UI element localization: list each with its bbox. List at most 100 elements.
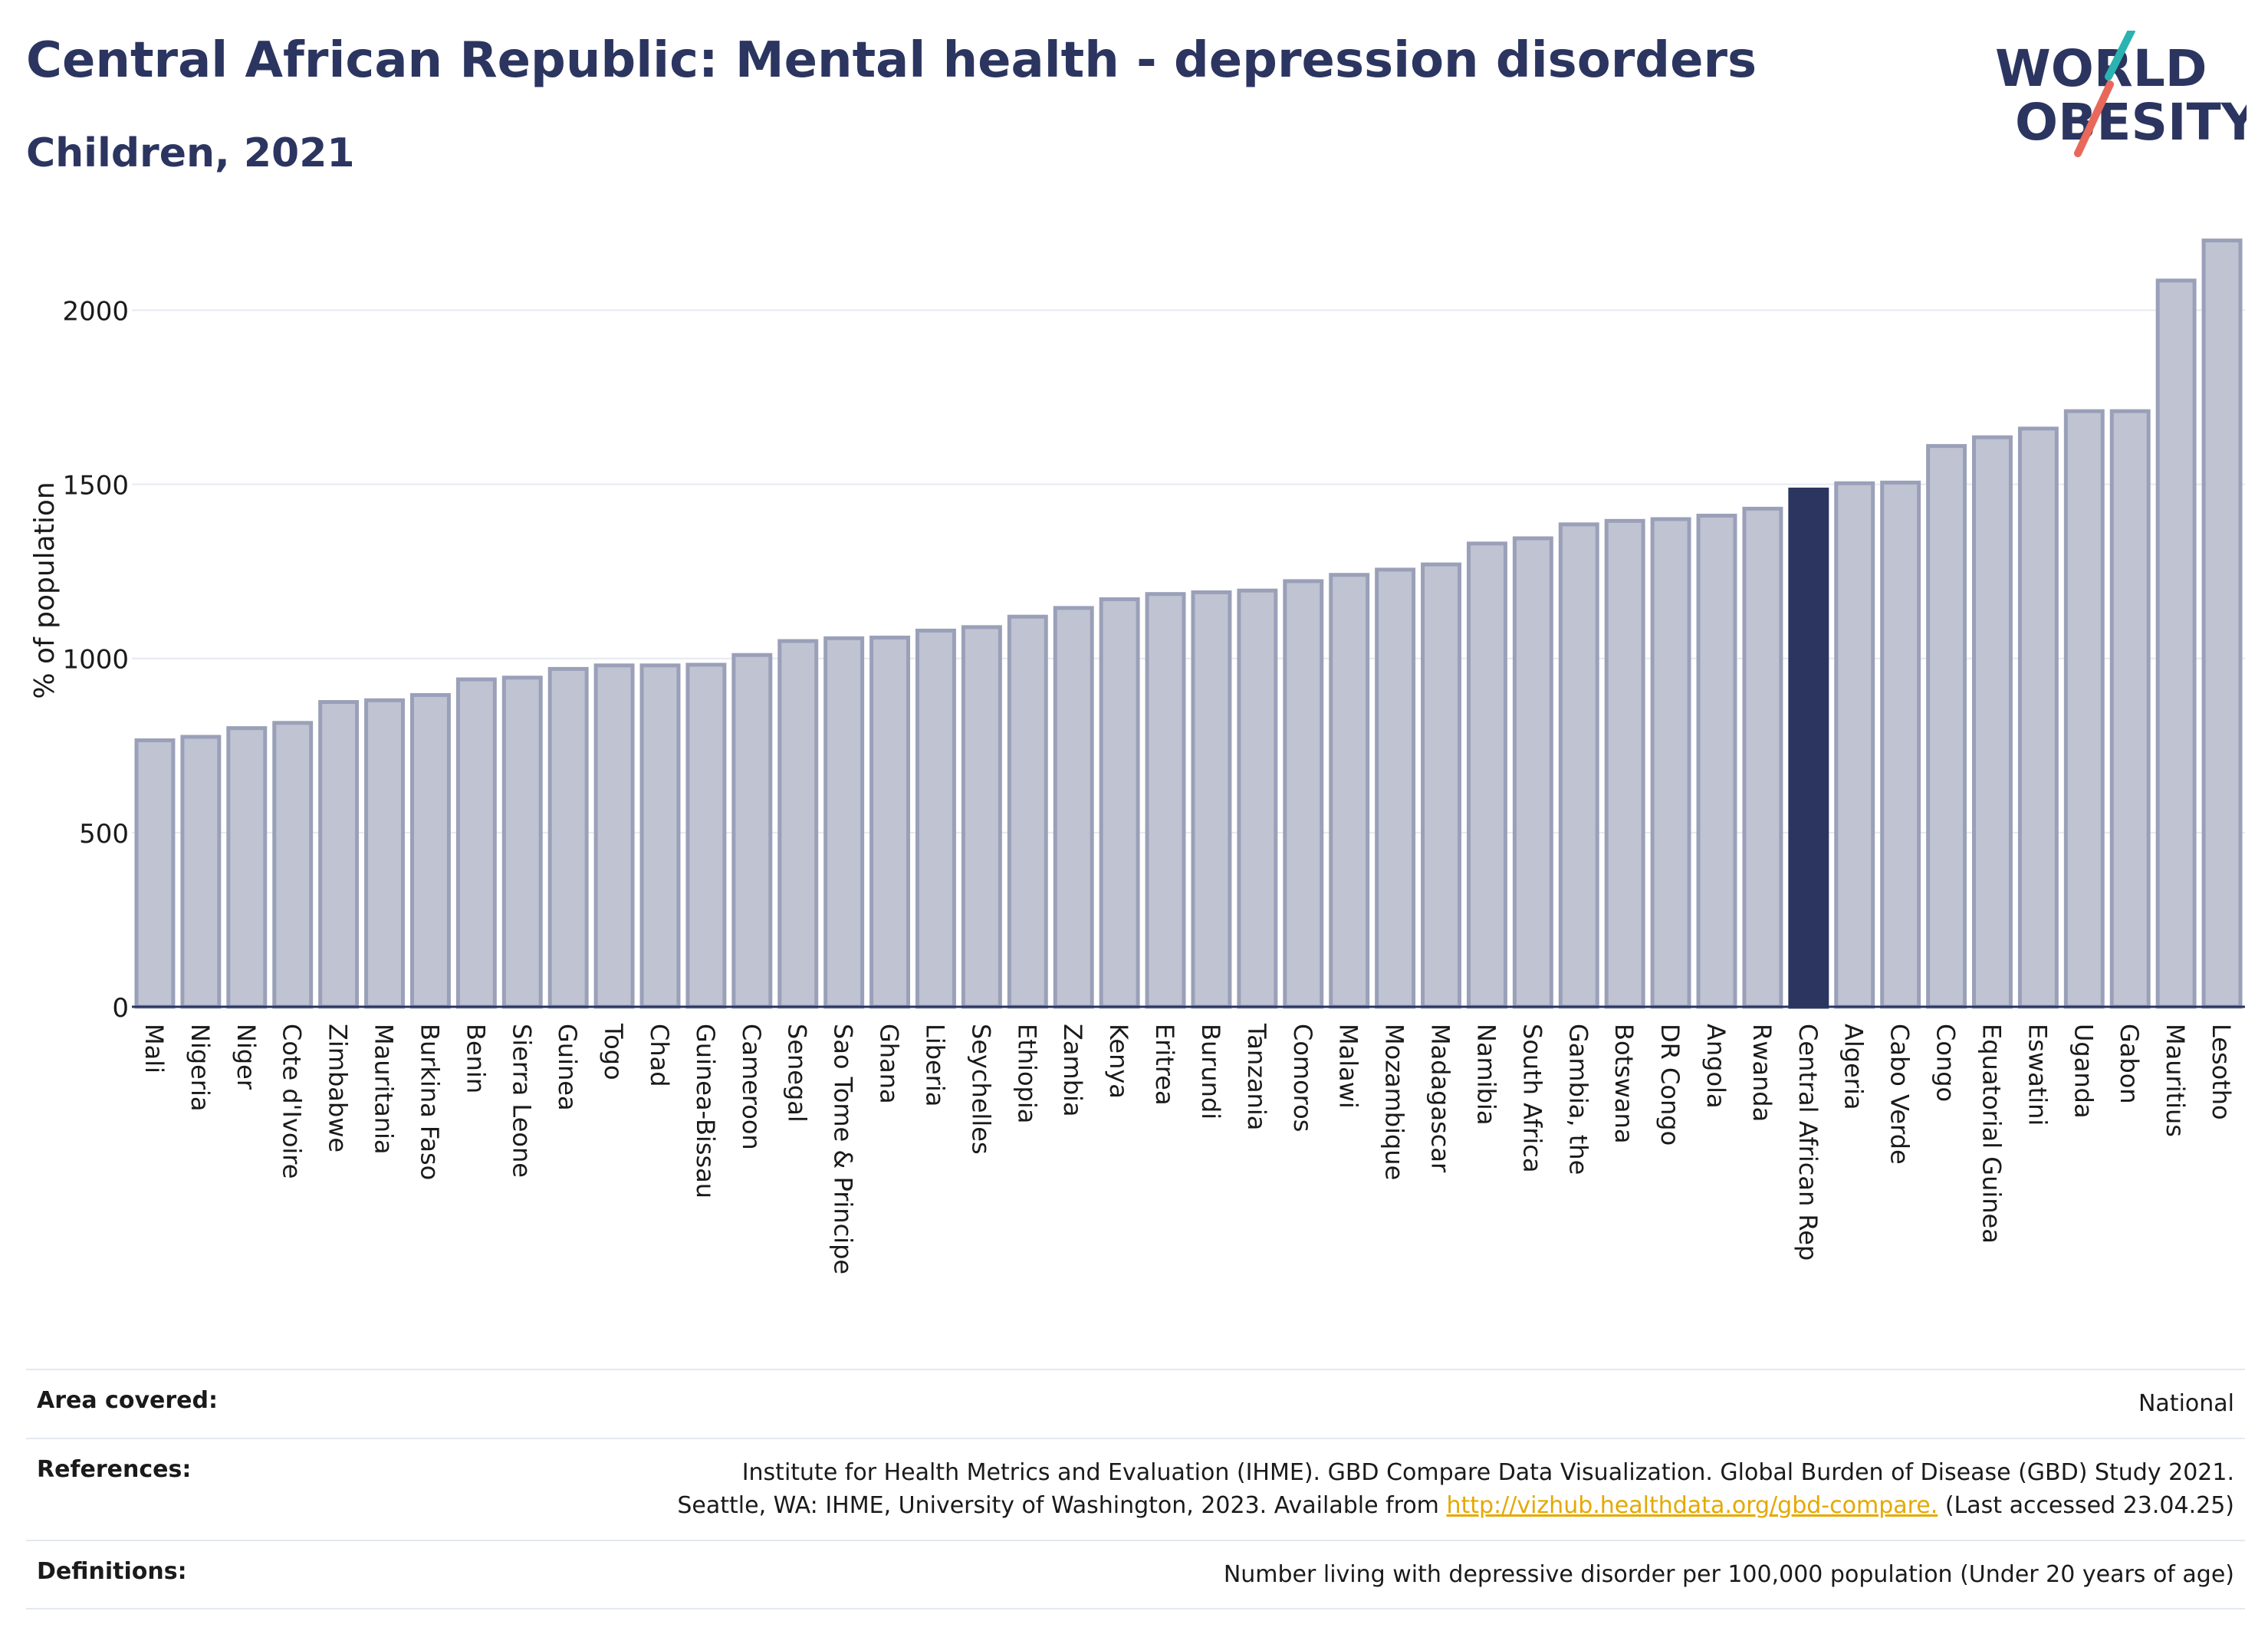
bar bbox=[1650, 517, 1691, 1009]
x-tick-label: Burundi bbox=[1196, 1024, 1225, 1119]
bar bbox=[685, 662, 727, 1009]
bar bbox=[961, 625, 1002, 1009]
bar bbox=[1329, 573, 1370, 1009]
bar bbox=[1696, 513, 1737, 1009]
bar bbox=[1283, 579, 1324, 1009]
x-tick-label: Uganda bbox=[2069, 1024, 2098, 1119]
bar bbox=[1053, 606, 1094, 1009]
y-tick-label: 1500 bbox=[62, 471, 129, 501]
bar bbox=[1742, 506, 1783, 1009]
x-tick-label: Madagascar bbox=[1426, 1024, 1455, 1173]
x-tick-label: Botswana bbox=[1609, 1024, 1639, 1143]
footer-row-references: References: Institute for Health Metrics… bbox=[26, 1437, 2245, 1540]
bar bbox=[1466, 541, 1507, 1009]
x-tick-label: Central African Rep bbox=[1793, 1024, 1823, 1261]
logo-word-obesity: OBESITY bbox=[2015, 93, 2247, 152]
x-tick-label: Seychelles bbox=[966, 1024, 995, 1155]
x-tick-label: Burkina Faso bbox=[415, 1024, 444, 1180]
bar bbox=[869, 635, 911, 1009]
bar bbox=[1972, 435, 2013, 1009]
x-tick-label: Sierra Leone bbox=[507, 1024, 536, 1178]
x-tick-label: Guinea-Bissau bbox=[691, 1024, 720, 1198]
footer-row-definitions: Definitions: Number living with depressi… bbox=[26, 1539, 2245, 1609]
references-link[interactable]: http://vizhub.healthdata.org/gbd-compare… bbox=[1446, 1492, 1938, 1519]
bar bbox=[2201, 238, 2243, 1009]
bar bbox=[1512, 536, 1553, 1009]
x-tick-label: Mauritania bbox=[370, 1024, 399, 1154]
x-tick-label: Gambia, the bbox=[1563, 1024, 1593, 1175]
x-tick-label: DR Congo bbox=[1655, 1024, 1685, 1146]
x-tick-label: Gabon bbox=[2115, 1024, 2144, 1104]
x-tick-label: Mali bbox=[140, 1024, 169, 1073]
x-tick-label: Zimbabwe bbox=[324, 1024, 353, 1152]
y-tick-label: 500 bbox=[79, 819, 129, 850]
x-tick-label: Ghana bbox=[875, 1024, 904, 1104]
x-tick-label: Eswatini bbox=[2023, 1024, 2052, 1126]
x-tick-label: South Africa bbox=[1517, 1024, 1547, 1172]
page-title: Central African Republic: Mental health … bbox=[26, 32, 1757, 89]
bar-highlight bbox=[1788, 487, 1829, 1009]
references-label: References: bbox=[37, 1455, 192, 1483]
bar bbox=[318, 700, 360, 1009]
bar bbox=[1237, 588, 1278, 1009]
bars bbox=[134, 238, 2243, 1009]
y-axis-label: % of population bbox=[29, 482, 61, 699]
bar bbox=[823, 636, 865, 1009]
bar bbox=[1604, 518, 1645, 1009]
x-tick-label: Comoros bbox=[1288, 1024, 1317, 1132]
x-tick-label: Cameroon bbox=[737, 1024, 766, 1150]
x-tick-label: Mozambique bbox=[1380, 1024, 1409, 1180]
x-tick-label: Angola bbox=[1701, 1024, 1731, 1109]
x-tick-label: Equatorial Guinea bbox=[1977, 1024, 2006, 1244]
area-covered-label: Area covered: bbox=[37, 1387, 218, 1414]
definitions-label: Definitions: bbox=[37, 1557, 187, 1585]
bar bbox=[915, 628, 956, 1009]
logo-slash-coral bbox=[2074, 81, 2114, 157]
bar-chart: 0 500 1000 1500 2000 Mali Nigeria Niger Cote d'… bbox=[29, 238, 2245, 1274]
x-tick-label: Mauritius bbox=[2161, 1024, 2190, 1137]
x-tick-label: Guinea bbox=[553, 1024, 582, 1111]
x-tick-labels: Mali Nigeria Niger Cote d'Ivoire Zimbabwe Mau… bbox=[140, 1023, 2236, 1274]
bar bbox=[2063, 409, 2105, 1009]
bar bbox=[272, 721, 314, 1009]
bar bbox=[1558, 522, 1599, 1009]
bar bbox=[180, 735, 222, 1009]
references-value: Institute for Health Metrics and Evaluat… bbox=[677, 1456, 2234, 1523]
chart-footer: Area covered: National References: Insti… bbox=[26, 1369, 2245, 1609]
x-tick-label: Eritrea bbox=[1150, 1024, 1179, 1106]
bar bbox=[1421, 562, 1461, 1009]
bar bbox=[777, 639, 819, 1009]
bar bbox=[731, 653, 773, 1009]
x-tick-label: Benin bbox=[461, 1024, 490, 1093]
bar bbox=[639, 663, 681, 1009]
bar bbox=[1375, 567, 1416, 1009]
bar bbox=[1145, 592, 1186, 1009]
x-tick-label: Malawi bbox=[1334, 1024, 1363, 1109]
bar bbox=[409, 692, 451, 1009]
bar bbox=[2017, 426, 2059, 1009]
references-line-2-prefix: Seattle, WA: IHME, University of Washing… bbox=[677, 1492, 1447, 1519]
bar bbox=[1926, 444, 1967, 1009]
logo-slash-teal bbox=[2105, 31, 2135, 81]
bar bbox=[226, 726, 268, 1009]
references-line-2-suffix: (Last accessed 23.04.25) bbox=[1938, 1492, 2234, 1519]
bar bbox=[1834, 481, 1875, 1009]
bar bbox=[134, 738, 176, 1009]
bar bbox=[547, 666, 589, 1009]
y-tick-label: 2000 bbox=[62, 296, 129, 327]
bar bbox=[1191, 590, 1232, 1009]
x-tick-label: Congo bbox=[1931, 1024, 1961, 1102]
x-tick-label: Liberia bbox=[920, 1024, 949, 1106]
x-tick-label: Namibia bbox=[1471, 1024, 1500, 1125]
area-covered-value: National bbox=[2138, 1390, 2234, 1417]
bar bbox=[593, 663, 635, 1009]
page-subtitle: Children, 2021 bbox=[26, 130, 355, 176]
x-tick-label: Chad bbox=[645, 1024, 674, 1087]
bar bbox=[1880, 480, 1921, 1009]
x-tick-label: Niger bbox=[232, 1024, 261, 1090]
x-tick-label: Tanzania bbox=[1242, 1023, 1271, 1130]
footer-row-area: Area covered: National bbox=[26, 1369, 2245, 1438]
x-tick-label: Algeria bbox=[1839, 1024, 1869, 1110]
bar bbox=[2109, 409, 2151, 1009]
y-tick-label: 1000 bbox=[62, 645, 129, 676]
